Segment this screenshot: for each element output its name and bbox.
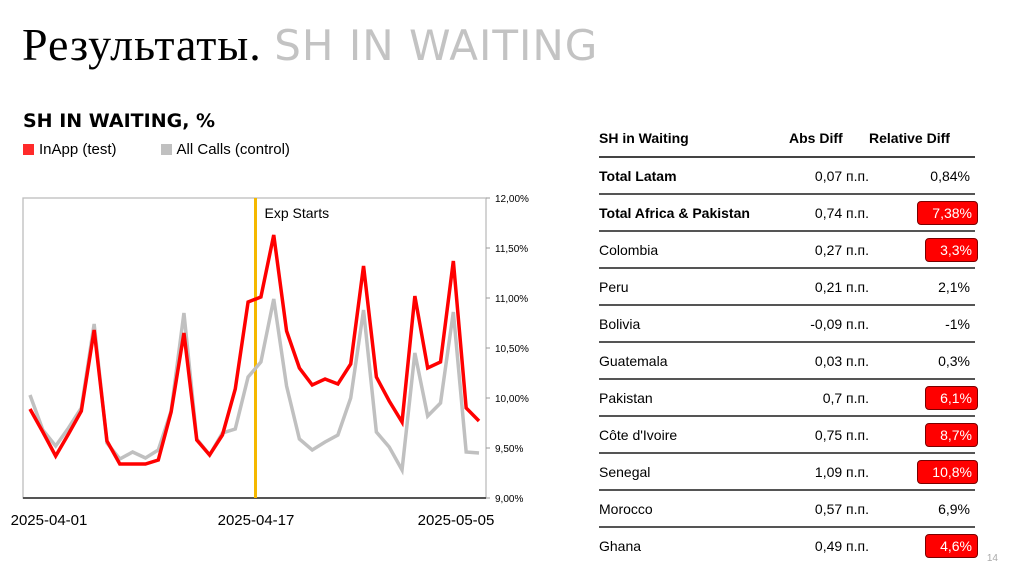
table-row: Pakistan 0,7 п.п. 6,1% <box>599 379 978 417</box>
table-row: Senegal 1,09 п.п. 10,8% <box>599 453 978 491</box>
relative-diff-badge: 6,1% <box>925 385 978 410</box>
row-relative-diff: 6,1% <box>869 379 978 417</box>
results-table: SH in Waiting Abs Diff Relative Diff Tot… <box>599 120 978 563</box>
relative-diff-badge: 7,38% <box>917 200 978 225</box>
row-abs-diff: 0,21 п.п. <box>789 268 869 306</box>
relative-diff-value: 0,84% <box>930 167 970 184</box>
row-abs-diff: 0,75 п.п. <box>789 416 869 454</box>
header-abs-diff: Abs Diff <box>789 120 869 158</box>
row-relative-diff: 6,9% <box>869 490 975 528</box>
table-row: Ghana 0,49 п.п. 4,6% <box>599 527 978 563</box>
chart-title: SH IN WAITING, % <box>23 110 216 132</box>
chart-legend: InApp (test) All Calls (control) <box>23 141 290 158</box>
y-tick-label: 12,00% <box>495 194 529 205</box>
relative-diff-value: 0,3% <box>938 352 970 369</box>
y-tick-label: 10,50% <box>495 344 529 355</box>
table-row: Guatemala 0,03 п.п. 0,3% <box>599 342 975 380</box>
table-row: Total Africa & Pakistan 0,74 п.п. 7,38% <box>599 194 978 232</box>
row-abs-diff: 0,27 п.п. <box>789 231 869 269</box>
series-test-line <box>28 234 481 466</box>
x-tick-label: 2025-05-05 <box>418 512 495 529</box>
table-row: Peru 0,21 п.п. 2,1% <box>599 268 975 306</box>
row-abs-diff: -0,09 п.п. <box>789 305 869 343</box>
row-relative-diff: 0,84% <box>869 157 975 195</box>
y-tick-label: 9,00% <box>495 494 523 505</box>
row-country: Total Africa & Pakistan <box>599 194 789 232</box>
row-relative-diff: 10,8% <box>869 453 978 491</box>
legend-swatch-test <box>23 144 34 155</box>
table-row: Bolivia -0,09 п.п. -1% <box>599 305 975 343</box>
row-country: Bolivia <box>599 305 789 343</box>
row-country: Côte d'Ivoire <box>599 416 789 454</box>
table-row: Total Latam 0,07 п.п. 0,84% <box>599 157 975 195</box>
relative-diff-value: -1% <box>945 315 970 332</box>
x-tick-label: 2025-04-01 <box>11 512 88 529</box>
row-country: Ghana <box>599 537 642 554</box>
row-relative-diff: 0,3% <box>869 342 975 380</box>
row-relative-diff: -1% <box>869 305 975 343</box>
x-axis-ticks: 2025-04-01 2025-04-17 2025-05-05 <box>11 512 495 529</box>
row-abs-diff: 0,74 п.п. <box>789 194 869 232</box>
row-abs-diff: 0,03 п.п. <box>789 342 869 380</box>
y-axis-ticks: 12,00% 11,50% 11,00% 10,50% 10,00% 9,50% 9,00% <box>486 194 529 505</box>
row-relative-diff: 4,6% <box>869 527 978 563</box>
row-abs-diff: 0,7 п.п. <box>789 379 869 417</box>
y-tick-label: 10,00% <box>495 394 529 405</box>
relative-diff-badge: 3,3% <box>925 237 978 262</box>
row-abs-diff: 0,07 п.п. <box>789 157 869 195</box>
page-number: 14 <box>986 553 998 564</box>
legend-label-test: InApp (test) <box>39 141 117 158</box>
header-country: SH in Waiting <box>599 120 789 158</box>
table-row: Colombia 0,27 п.п. 3,3% <box>599 231 978 269</box>
row-country: Senegal <box>599 453 789 491</box>
relative-diff-value: 2,1% <box>938 278 970 295</box>
exp-starts-label: Exp Starts <box>265 205 330 221</box>
legend-item-control: All Calls (control) <box>160 141 290 158</box>
table-row: Morocco 0,57 п.п. 6,9% <box>599 490 975 528</box>
header-relative-diff: Relative Diff <box>869 120 975 158</box>
row-relative-diff: 2,1% <box>869 268 975 306</box>
row-country: Morocco <box>599 490 789 528</box>
row-abs-diff: 0,49 п.п. <box>814 537 869 554</box>
legend-label-control: All Calls (control) <box>176 141 290 158</box>
slide-title-sub: SH IN WAITING <box>274 21 599 70</box>
relative-diff-badge: 10,8% <box>917 459 978 484</box>
row-relative-diff: 7,38% <box>869 194 978 232</box>
row-country: Colombia <box>599 231 789 269</box>
legend-item-test: InApp (test) <box>23 141 117 158</box>
slide-title: Результаты. SH IN WAITING <box>22 18 598 71</box>
y-tick-label: 11,00% <box>495 294 528 305</box>
slide-title-main: Результаты. <box>22 19 262 70</box>
y-tick-label: 9,50% <box>495 444 523 455</box>
relative-diff-value: 6,9% <box>938 500 970 517</box>
x-tick-label: 2025-04-17 <box>218 512 295 529</box>
row-relative-diff: 3,3% <box>869 231 978 269</box>
relative-diff-badge: 4,6% <box>925 533 978 558</box>
legend-swatch-control <box>160 144 172 155</box>
row-relative-diff: 8,7% <box>869 416 978 454</box>
row-abs-diff: 0,57 п.п. <box>789 490 869 528</box>
row-country: Peru <box>599 268 789 306</box>
row-country: Guatemala <box>599 342 789 380</box>
y-tick-label: 11,50% <box>495 244 528 255</box>
line-chart: 12,00% 11,50% 11,00% 10,50% 10,00% 9,50% 9,00%… <box>11 194 529 529</box>
relative-diff-badge: 8,7% <box>925 422 978 447</box>
row-country: Total Latam <box>599 157 789 195</box>
table-header-row: SH in Waiting Abs Diff Relative Diff <box>599 120 975 158</box>
row-abs-diff: 1,09 п.п. <box>789 453 869 491</box>
row-country: Pakistan <box>599 379 789 417</box>
table-row: Côte d'Ivoire 0,75 п.п. 8,7% <box>599 416 978 454</box>
